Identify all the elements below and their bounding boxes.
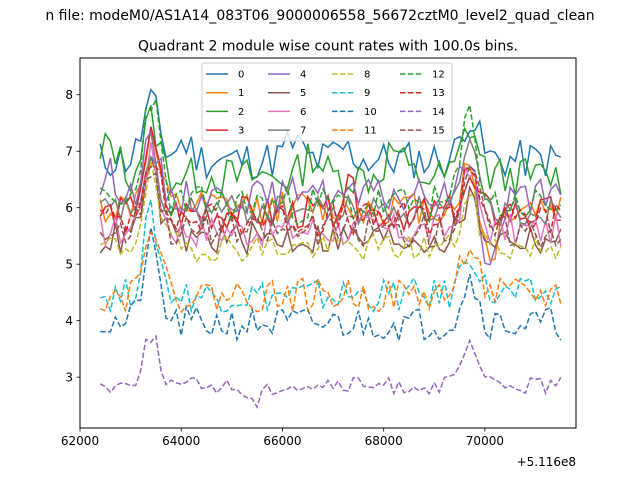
- series-line-11: [99, 231, 562, 314]
- x-tick-label: 62000: [61, 434, 99, 448]
- y-tick-label: 3: [65, 371, 73, 385]
- series-line-12: [99, 96, 562, 226]
- x-tick-label: 66000: [263, 434, 301, 448]
- legend-label-10: 10: [364, 107, 377, 118]
- series-line-4: [99, 129, 562, 266]
- x-axis-ticks: 62000 64000 66000 68000 70000: [61, 428, 504, 448]
- x-tick-label: 64000: [162, 434, 200, 448]
- y-tick-label: 4: [65, 314, 73, 328]
- axes-frame: [79, 57, 577, 429]
- y-tick-label: 6: [65, 201, 73, 215]
- legend-label-13: 13: [432, 88, 445, 99]
- legend-label-0: 0: [238, 70, 244, 81]
- legend-label-5: 5: [300, 88, 306, 99]
- legend-label-3: 3: [238, 126, 244, 137]
- legend-label-6: 6: [300, 107, 306, 118]
- series-line-8: [99, 160, 562, 263]
- series-line-13: [99, 165, 562, 237]
- series-line-15: [99, 164, 562, 250]
- legend-label-8: 8: [364, 70, 370, 81]
- series-layer: [99, 87, 562, 409]
- series-line-0: [99, 87, 562, 181]
- legend-label-12: 12: [432, 70, 445, 81]
- series-line-14: [99, 334, 562, 409]
- legend-label-7: 7: [300, 126, 306, 137]
- series-line-9: [100, 199, 562, 314]
- series-line-10: [100, 227, 562, 343]
- y-tick-label: 5: [65, 258, 73, 272]
- legend-label-4: 4: [300, 70, 306, 81]
- x-axis-offset-label: +5.116e8: [517, 455, 576, 469]
- x-tick-label: 68000: [365, 434, 403, 448]
- legend-label-9: 9: [364, 88, 370, 99]
- legend-label-15: 15: [432, 126, 445, 137]
- legend-label-14: 14: [432, 107, 445, 118]
- legend-label-11: 11: [364, 126, 377, 137]
- y-tick-label: 8: [65, 88, 73, 102]
- figure-suptitle: n file: modeM0/AS1A14_083T06_9000006558_…: [45, 8, 594, 24]
- legend-label-1: 1: [238, 88, 244, 99]
- series-line-2: [99, 105, 562, 199]
- chart-title: Quadrant 2 module wise count rates with …: [138, 39, 518, 55]
- y-tick-label: 7: [65, 145, 73, 159]
- legend-frame: [201, 62, 453, 142]
- legend-label-2: 2: [238, 107, 244, 118]
- y-axis-ticks: 3 4 5 6 7 8: [65, 88, 80, 385]
- x-tick-label: 70000: [466, 434, 504, 448]
